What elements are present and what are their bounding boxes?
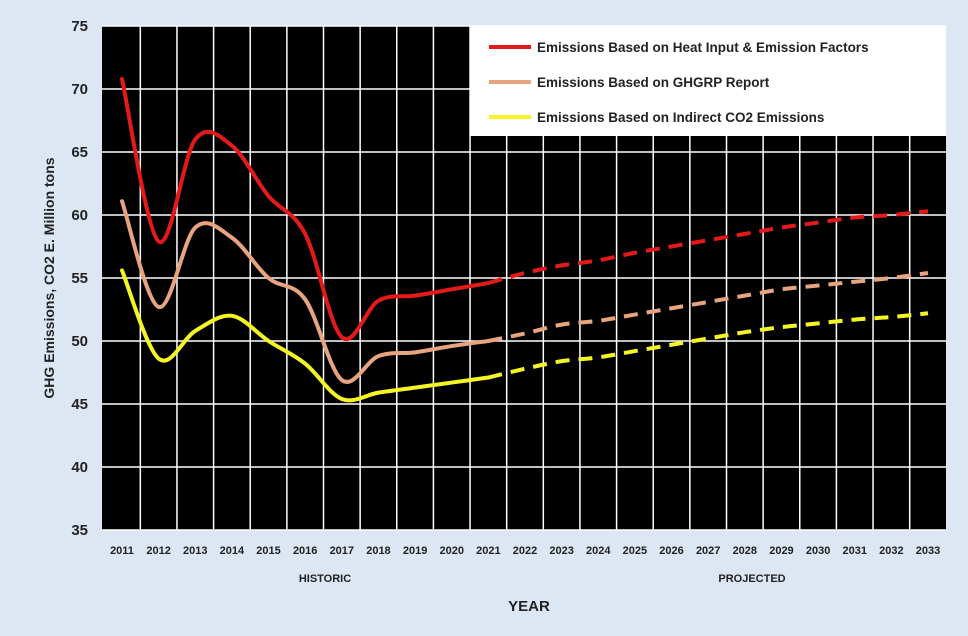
x-tick-label: 2012 [146, 545, 170, 557]
x-tick-label: 2022 [513, 545, 537, 557]
series-line-historic-1 [120, 76, 491, 342]
series-line-projected-2 [487, 270, 929, 343]
x-tick-label: 2026 [659, 545, 683, 557]
legend-label-1: Emissions Based on Heat Input & Emission… [537, 40, 869, 55]
legend-label-2: Emissions Based on GHGRP Report [537, 75, 770, 90]
x-tick-labels: 2011 2012 2013 2014 2015 2016 2017 2018 2019 2020… [110, 545, 940, 557]
legend-label-3: Emissions Based on Indirect CO2 Emission… [537, 110, 824, 125]
y-tick-label: 65 [71, 144, 88, 161]
x-tick-label: 2028 [733, 545, 757, 557]
x-tick-label: 2029 [769, 545, 793, 557]
projected-label: PROJECTED [718, 573, 785, 585]
series-line-historic-2 [120, 199, 491, 384]
legend-box [470, 26, 946, 136]
series-line-projected-1 [487, 209, 929, 285]
x-tick-label: 2023 [549, 545, 573, 557]
x-tick-label: 2031 [842, 545, 866, 557]
x-tick-label: 2018 [366, 545, 390, 557]
y-tick-label: 40 [71, 459, 88, 476]
series-lines [120, 76, 929, 403]
legend: Emissions Based on Heat Input & Emission… [470, 26, 946, 136]
y-tick-labels: 35 40 45 50 55 60 65 70 75 [71, 18, 88, 539]
historic-label: HISTORIC [299, 573, 351, 585]
y-tick-label: 75 [71, 18, 88, 35]
y-tick-label: 35 [71, 522, 88, 539]
x-tick-label: 2033 [916, 545, 940, 557]
series-line-projected-3 [487, 311, 929, 380]
y-tick-label: 45 [71, 396, 88, 413]
series-line-historic-3 [120, 268, 491, 403]
x-tick-label: 2025 [623, 545, 647, 557]
y-tick-label: 50 [71, 333, 88, 350]
y-tick-label: 55 [71, 270, 88, 287]
x-tick-label: 2027 [696, 545, 720, 557]
y-tick-label: 60 [71, 207, 88, 224]
x-axis-label: YEAR [508, 598, 550, 615]
x-tick-label: 2011 [110, 545, 134, 557]
x-tick-label: 2030 [806, 545, 830, 557]
y-tick-label: 70 [71, 81, 88, 98]
x-tick-label: 2014 [220, 545, 245, 557]
x-tick-label: 2013 [183, 545, 207, 557]
x-tick-label: 2017 [330, 545, 354, 557]
x-tick-label: 2032 [879, 545, 903, 557]
x-tick-label: 2020 [439, 545, 463, 557]
x-tick-label: 2024 [586, 545, 611, 557]
x-tick-label: 2019 [403, 545, 427, 557]
x-tick-label: 2015 [256, 545, 280, 557]
x-tick-label: 2021 [476, 545, 500, 557]
y-axis-label: GHG Emissions, CO2 E. Million tons [41, 157, 57, 398]
x-tick-label: 2016 [293, 545, 317, 557]
